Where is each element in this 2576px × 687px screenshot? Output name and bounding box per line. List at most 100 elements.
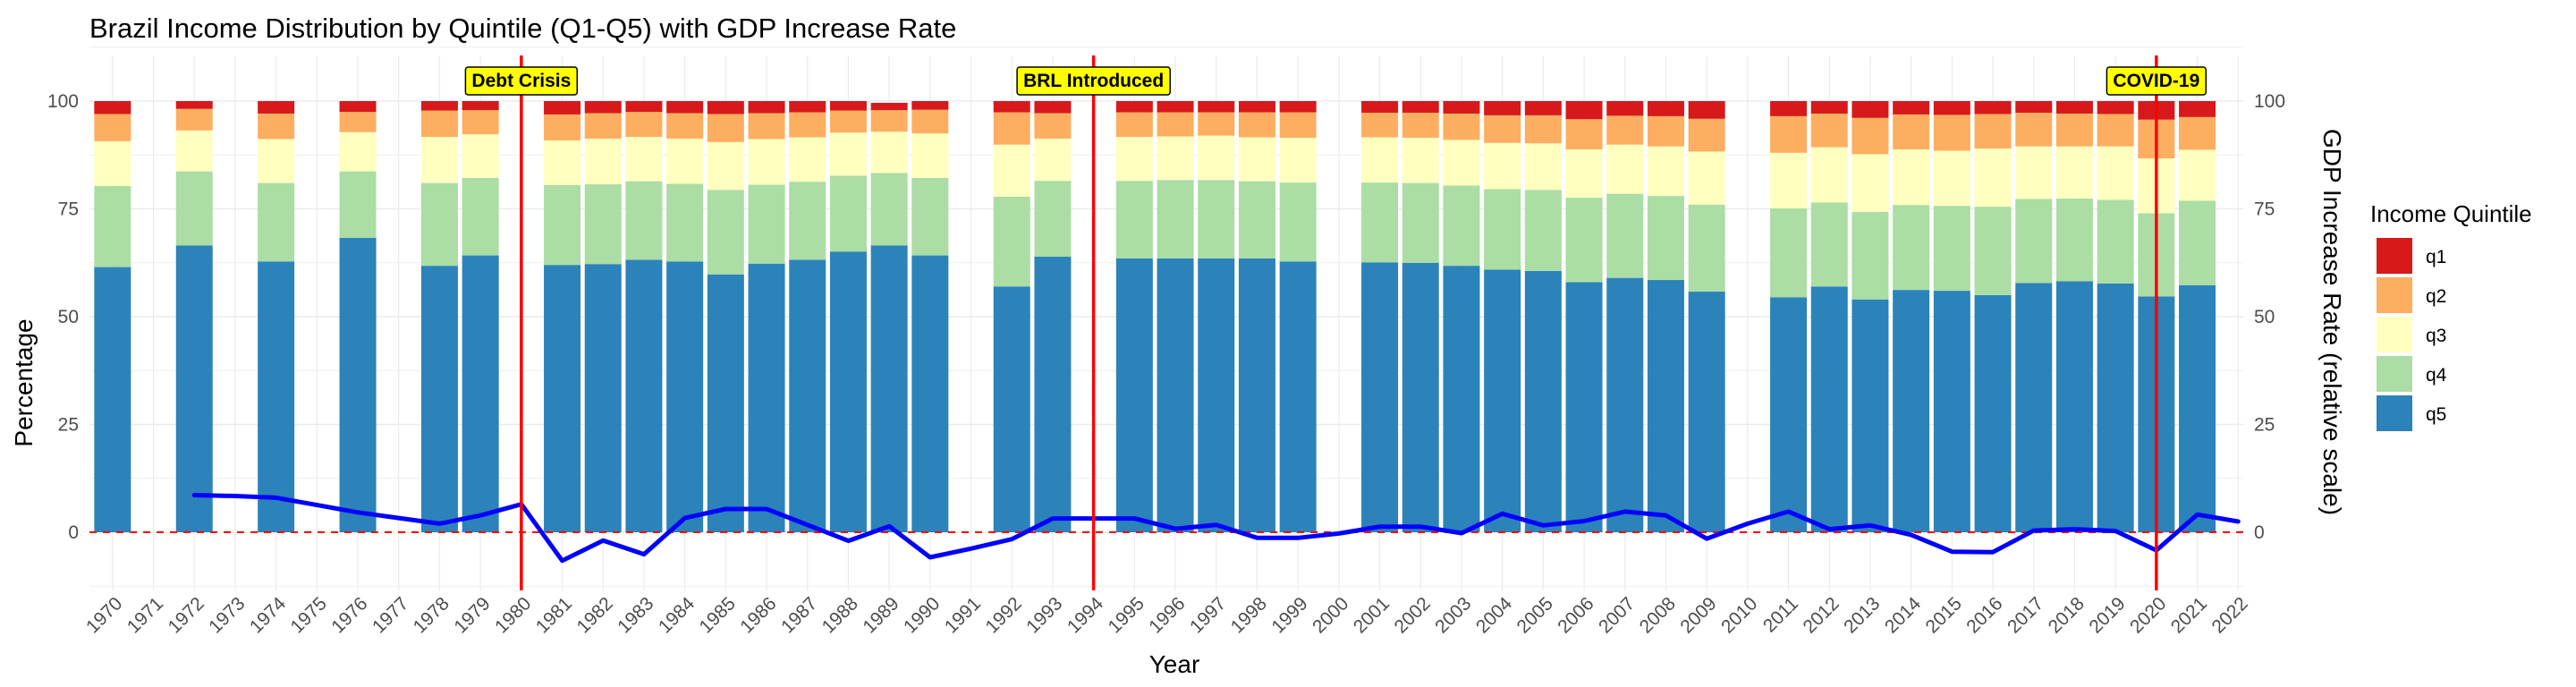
- bar-q5-1998: [1238, 258, 1275, 532]
- annotation-box-debt-crisis: [464, 66, 579, 96]
- x-tick-2001: 2001: [1350, 593, 1394, 637]
- x-tick-2003: 2003: [1431, 593, 1475, 637]
- bar-q2-1997: [1198, 112, 1235, 136]
- bar-q2-1995: [1115, 112, 1153, 138]
- bar-q3-2004: [1484, 142, 1521, 190]
- bar-q1-2013: [1852, 101, 1889, 118]
- bar-q3-1985: [707, 141, 744, 191]
- x-tick-2020: 2020: [2126, 593, 2170, 637]
- bar-q3-1978: [420, 137, 458, 183]
- bar-q5-1989: [870, 245, 908, 532]
- bar-q3-1993: [1034, 138, 1072, 182]
- x-axis: 1970197119721973197419751976197719781979…: [82, 593, 2252, 638]
- bar-q2-2016: [1974, 114, 2012, 149]
- bar-q3-2003: [1443, 140, 1480, 186]
- bar-q4-2018: [2055, 198, 2093, 282]
- y-tick-right-25: 25: [2254, 415, 2275, 436]
- bar-q4-2012: [1810, 202, 1848, 287]
- x-tick-1989: 1989: [859, 593, 902, 637]
- x-tick-1984: 1984: [655, 593, 699, 638]
- bar-q4-2003: [1443, 185, 1480, 267]
- bar-q5-2017: [2015, 283, 2053, 532]
- bar-q3-2015: [1933, 150, 1970, 207]
- bar-q4-2009: [1688, 204, 1725, 293]
- bar-q3-2008: [1647, 146, 1684, 197]
- bar-q2-1989: [870, 110, 908, 132]
- bar-q4-1987: [789, 182, 826, 260]
- bar-q2-2018: [2055, 113, 2093, 147]
- x-tick-1979: 1979: [450, 593, 494, 637]
- legend-title: Income Quintile: [2370, 200, 2532, 227]
- bar-q5-1997: [1198, 258, 1235, 532]
- bar-q2-1979: [462, 110, 499, 135]
- annotation-box-covid-19: [2106, 66, 2207, 96]
- bar-q2-2021: [2179, 116, 2216, 150]
- x-tick-1983: 1983: [614, 593, 657, 637]
- bar-q2-2006: [1565, 119, 1603, 149]
- bar-q4-1999: [1279, 182, 1317, 262]
- x-tick-2014: 2014: [1881, 593, 1926, 638]
- bar-q2-2012: [1810, 113, 1848, 148]
- bar-q2-1981: [544, 114, 581, 140]
- bar-q2-2014: [1893, 114, 1930, 149]
- annotation-label-brl-introduced: BRL Introduced: [1023, 71, 1164, 91]
- x-tick-2017: 2017: [2004, 593, 2047, 637]
- bar-q5-1993: [1034, 257, 1072, 532]
- bar-q1-2004: [1484, 101, 1521, 115]
- x-tick-1981: 1981: [532, 593, 576, 637]
- y-axis-left: 0 25 50 75 100: [47, 91, 79, 543]
- x-tick-1978: 1978: [410, 593, 453, 637]
- bar-q4-1990: [911, 177, 949, 256]
- bar-q3-1998: [1238, 137, 1275, 182]
- bar-q3-1981: [544, 140, 581, 185]
- bar-q1-1974: [258, 101, 295, 114]
- x-tick-2022: 2022: [2207, 593, 2251, 637]
- bar-q2-2005: [1524, 114, 1562, 144]
- bar-q3-1995: [1115, 137, 1153, 182]
- bar-q4-2004: [1484, 189, 1521, 270]
- bar-q4-2015: [1933, 206, 1970, 292]
- bar-q5-1976: [339, 237, 377, 532]
- bar-q4-2014: [1893, 205, 1930, 291]
- bar-q1-2018: [2055, 101, 2093, 114]
- bar-q3-2014: [1893, 148, 1930, 206]
- x-tick-1977: 1977: [369, 593, 412, 637]
- bar-q5-2021: [2179, 284, 2216, 532]
- bar-q4-1976: [339, 171, 377, 238]
- bar-q2-1983: [625, 112, 663, 138]
- bar-q5-1970: [94, 267, 131, 532]
- bar-q3-2007: [1606, 144, 1644, 194]
- bar-q3-1983: [625, 137, 663, 182]
- bar-q4-2006: [1565, 197, 1603, 283]
- bar-q3-2012: [1810, 147, 1848, 203]
- bar-q4-2016: [1974, 207, 2012, 295]
- x-tick-2021: 2021: [2167, 593, 2211, 637]
- legend-swatch-q4: [2377, 356, 2412, 392]
- bar-q5-1996: [1157, 258, 1194, 532]
- bar-q5-1974: [258, 261, 295, 532]
- bar-q4-1997: [1198, 180, 1235, 259]
- x-tick-1972: 1972: [164, 593, 208, 637]
- x-tick-1991: 1991: [941, 593, 985, 637]
- bar-q1-1982: [584, 101, 622, 114]
- bar-q3-1989: [870, 131, 908, 174]
- bar-q1-1987: [789, 101, 826, 113]
- legend-label-q2: q2: [2426, 286, 2446, 307]
- bar-q4-1981: [544, 184, 581, 266]
- x-tick-1997: 1997: [1186, 593, 1230, 637]
- bar-q5-1981: [544, 265, 581, 532]
- x-tick-1971: 1971: [123, 593, 167, 637]
- bar-q5-2015: [1933, 291, 1970, 532]
- x-tick-2008: 2008: [1636, 593, 1680, 637]
- bar-q5-2009: [1688, 292, 1725, 532]
- bar-q3-1970: [94, 140, 131, 186]
- bar-q3-1976: [339, 131, 377, 172]
- bar-q4-1972: [175, 171, 213, 246]
- bar-q1-1972: [175, 101, 213, 109]
- bar-q4-2005: [1524, 190, 1562, 271]
- bar-q1-1998: [1238, 101, 1275, 113]
- legend-swatch-q5: [2377, 395, 2412, 431]
- bar-q4-2008: [1647, 196, 1684, 281]
- bar-q3-2016: [1974, 148, 2012, 208]
